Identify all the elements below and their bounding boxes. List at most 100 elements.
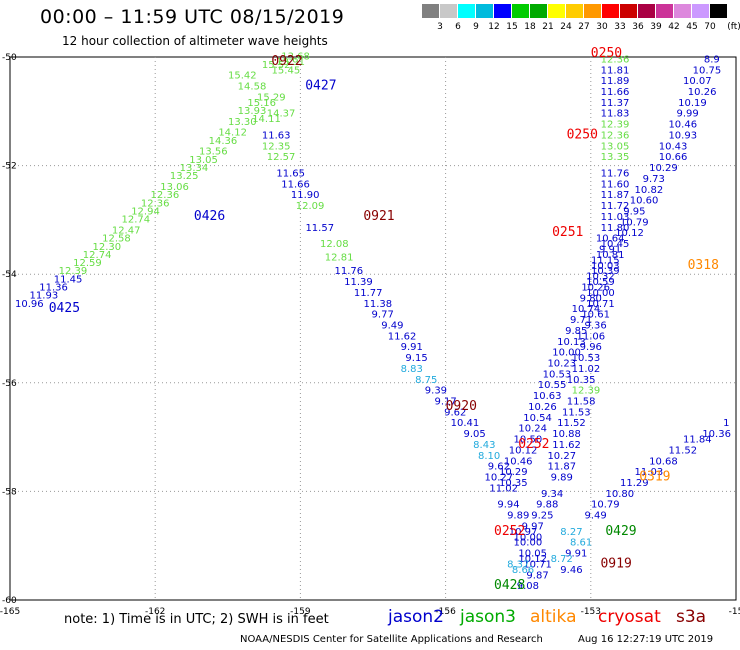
wave-height-label: 13.68 [281, 52, 310, 63]
wave-height-label: 11.39 [344, 277, 373, 288]
y-tick-label: -56 [2, 379, 17, 389]
wave-height-label: 11.06 [576, 331, 605, 342]
wave-height-label: 14.37 [267, 109, 296, 120]
wave-height-label: 11.02 [489, 483, 518, 494]
wave-height-label: 8.75 [415, 375, 437, 386]
wave-height-label: 12.74 [122, 215, 151, 226]
x-tick-label: -165 [0, 607, 20, 617]
wave-height-label: 10.60 [630, 196, 659, 207]
legend-swatch [440, 4, 457, 18]
legend-swatch [656, 4, 673, 18]
wave-height-label: 10.64 [596, 234, 625, 245]
wave-height-label: 11.77 [354, 288, 383, 299]
wave-height-label: 9.08 [517, 581, 539, 592]
wave-height-label: 10.36 [702, 429, 731, 440]
legend-swatch [710, 4, 727, 18]
wave-height-label: 12.36 [151, 190, 180, 201]
wave-height-label: 10.27 [485, 473, 514, 484]
wave-height-label: 8.37 [507, 559, 529, 570]
wave-height-label: 10.59 [586, 277, 615, 288]
map-title: 00:00 – 11:59 UTC 08/15/2019 [40, 6, 345, 28]
wave-height-label: 9.91 [401, 342, 423, 353]
wave-height-label: 12.36 [601, 130, 630, 141]
wave-height-label: 8.43 [473, 440, 495, 451]
wave-height-label: 11.83 [601, 109, 630, 120]
pass-time-label: 0427 [305, 79, 336, 94]
pass-time-label: 0425 [49, 301, 80, 316]
wave-height-label: 10.35 [499, 478, 528, 489]
wave-height-label: 13.30 [228, 117, 257, 128]
wave-height-label: 10.23 [547, 359, 576, 370]
wave-height-label: 10.96 [15, 299, 44, 310]
wave-height-label: 10.66 [659, 152, 688, 163]
wave-height-label: 12.58 [102, 234, 131, 245]
pass-time-label: 0922 [271, 54, 302, 69]
y-tick-label: -60 [2, 596, 17, 606]
legend-swatch [422, 4, 439, 18]
legend-label: 42 [668, 22, 680, 32]
wave-height-label: 11.37 [601, 98, 630, 109]
legend-swatch [620, 4, 637, 18]
wave-height-label: 11.89 [601, 76, 630, 87]
wave-height-label: 10.53 [543, 369, 572, 380]
legend-label: 18 [524, 22, 536, 32]
wave-height-label: 10.41 [451, 418, 480, 429]
wave-height-label: 10.32 [586, 272, 615, 283]
wave-height-label: 11.81 [601, 65, 630, 76]
wave-height-label: 9.49 [585, 511, 607, 522]
wave-height-label: 10.29 [649, 163, 678, 174]
wave-height-label: 9.99 [676, 109, 698, 120]
legend-label: 15 [506, 22, 518, 32]
wave-height-label: 12.30 [92, 242, 121, 253]
wave-height-label: 15.16 [247, 98, 276, 109]
wave-height-label: 14.12 [218, 128, 247, 139]
x-tick-label: -15 [729, 607, 740, 617]
pass-time-label: 0920 [446, 399, 477, 414]
wave-height-label: 12.81 [325, 253, 354, 264]
plot-frame [9, 56, 737, 601]
wave-height-label: 10.79 [591, 500, 620, 511]
wave-height-label: 11.02 [572, 364, 601, 375]
wave-height-label: 9.34 [541, 489, 563, 500]
x-tick-label: -159 [290, 607, 311, 617]
legend-label: 12 [488, 22, 500, 32]
wave-height-label: 10.45 [601, 239, 630, 250]
wave-height-label: 10.81 [596, 250, 625, 261]
wave-height-label: 10.79 [620, 217, 649, 228]
pass-time-label: 0252 [518, 437, 549, 452]
wave-height-label: 11.57 [305, 223, 334, 234]
pass-time-label: 0426 [194, 209, 225, 224]
wave-height-label: 11.03 [635, 467, 664, 478]
wave-height-label: 9.87 [526, 570, 548, 581]
pass-time-label: 0318 [688, 258, 719, 273]
wave-height-label: 11.80 [601, 223, 630, 234]
wave-height-label: 10.75 [693, 65, 722, 76]
legend-swatch [566, 4, 583, 18]
wave-height-label: 9.39 [425, 386, 447, 397]
wave-height-label: 10.63 [533, 391, 562, 402]
y-tick-label: -58 [2, 487, 17, 497]
pass-time-label: 0250 [591, 46, 622, 61]
wave-height-label: 10.50 [514, 435, 543, 446]
footer-note: note: 1) Time is in UTC; 2) SWH is in fe… [64, 612, 329, 627]
wave-height-label: 10.97 [509, 527, 538, 538]
wave-height-label: 10.29 [499, 467, 528, 478]
wave-height-label: 9.85 [565, 326, 587, 337]
y-tick-label: -50 [2, 53, 17, 63]
wave-height-label: 11.63 [262, 130, 291, 141]
pass-time-label: 0250 [567, 127, 598, 142]
wave-height-label: 11.90 [291, 190, 320, 201]
wave-height-label: 11.03 [601, 212, 630, 223]
wave-height-label: 11.84 [683, 435, 712, 446]
wave-height-label: 10.07 [683, 76, 712, 87]
legend-swatch [512, 4, 529, 18]
wave-height-label: 9.36 [585, 321, 607, 332]
wave-height-label: 10.00 [586, 288, 615, 299]
wave-height-label: 10.71 [523, 559, 552, 570]
wave-height-label: 12.47 [112, 225, 141, 236]
pass-time-label: 0319 [639, 470, 670, 485]
wave-height-label: 10.46 [504, 456, 533, 467]
wave-height-label: 10.43 [659, 141, 688, 152]
wave-height-label: 13.05 [601, 141, 630, 152]
